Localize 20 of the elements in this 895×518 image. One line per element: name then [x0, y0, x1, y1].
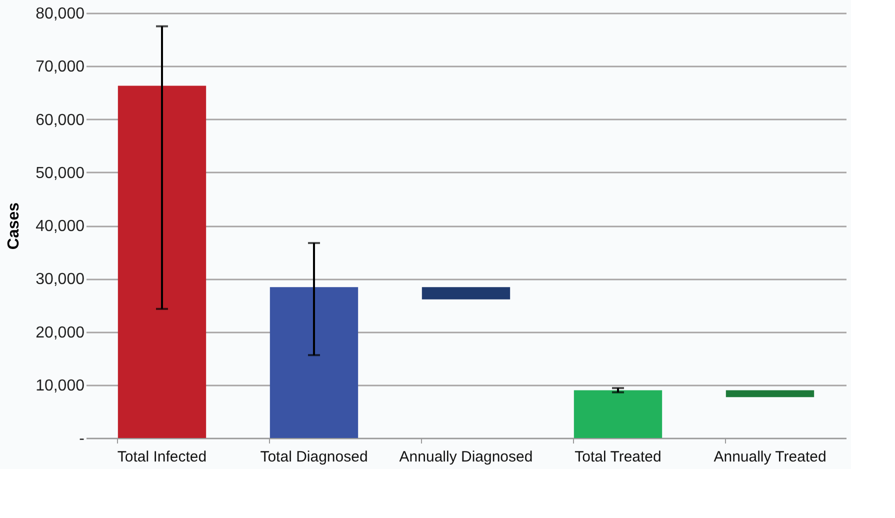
y-tick-label: 20,000	[36, 324, 85, 342]
y-tick-label: 40,000	[36, 218, 85, 235]
y-tick-label: 10,000	[36, 377, 85, 394]
x-tick-label: Total Diagnosed	[260, 448, 368, 466]
y-tick-label: 60,000	[36, 112, 85, 129]
bar	[726, 390, 814, 398]
bar	[118, 86, 206, 438]
y-axis-title: Cases	[6, 202, 23, 250]
y-tick-label: 70,000	[36, 58, 85, 76]
x-tick-label: Total Treated	[574, 448, 662, 466]
y-tick-label: 80,000	[36, 6, 85, 22]
x-tick-label: Total Infected	[117, 448, 207, 466]
bar	[422, 287, 510, 300]
y-tick-label: 50,000	[36, 164, 85, 182]
y-tick-label: -	[79, 430, 84, 448]
x-tick-label: Annually Treated	[714, 448, 826, 466]
x-tick-label: Annually Diagnosed	[399, 448, 533, 466]
y-tick-label: 30,000	[36, 271, 85, 288]
bar	[574, 390, 662, 438]
bar	[270, 287, 358, 438]
